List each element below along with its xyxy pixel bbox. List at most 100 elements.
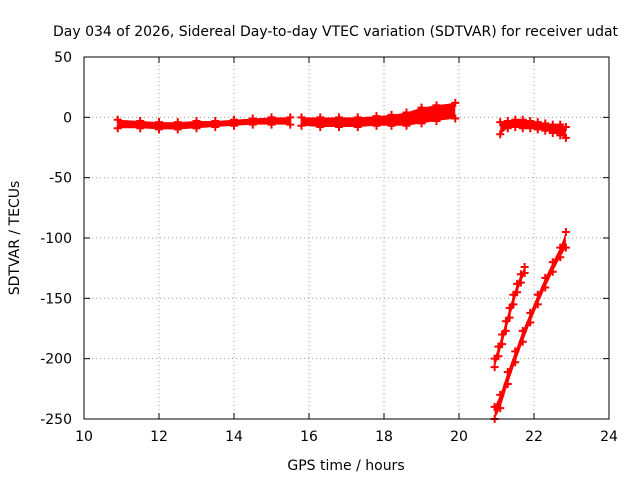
- data-point: [505, 313, 514, 322]
- data-point: [511, 122, 520, 131]
- data-point: [541, 119, 550, 128]
- data-point: [417, 119, 426, 128]
- data-point: [548, 267, 557, 276]
- x-tick-labels: 10 12 14 16 18 20 22 24: [75, 429, 618, 445]
- data-point: [267, 120, 276, 129]
- data-point: [518, 124, 527, 133]
- data-point: [541, 273, 550, 282]
- data-point: [402, 108, 411, 117]
- data-point: [267, 113, 276, 122]
- data-point: [518, 337, 527, 346]
- data-point: [402, 121, 411, 130]
- data-point: [556, 253, 565, 262]
- data-point: [248, 120, 257, 129]
- data-point: [496, 118, 505, 127]
- data-point: [192, 124, 201, 133]
- data-point: [316, 122, 325, 131]
- data-point: [335, 122, 343, 131]
- plot-frame: [83, 56, 610, 420]
- data-point: [297, 113, 306, 122]
- y-tick-labels: 50 0 -50 -100 -150 -200 -250: [40, 50, 72, 428]
- data-point: [548, 120, 557, 129]
- data-point: [526, 124, 535, 133]
- data-band: [117, 117, 291, 130]
- data-point: [561, 243, 570, 252]
- data-point: [490, 402, 499, 411]
- data-point: [556, 131, 565, 140]
- data-point: [518, 115, 527, 124]
- data-point: [541, 283, 550, 292]
- data-point: [496, 404, 505, 413]
- data-point: [432, 101, 441, 110]
- data-point: [556, 120, 565, 129]
- data-point: [513, 279, 522, 288]
- series-segment-1: [113, 113, 295, 134]
- x-tick-label: 14: [225, 429, 243, 445]
- x-axis-label: GPS time / hours: [287, 458, 404, 474]
- data-point: [286, 120, 295, 129]
- y-tick-label: 0: [63, 110, 72, 126]
- data-point: [513, 288, 522, 297]
- data-point: [192, 116, 201, 125]
- data-point: [173, 118, 182, 127]
- data-point: [516, 278, 525, 287]
- data-point: [533, 300, 542, 309]
- data-point: [155, 118, 163, 127]
- series-segment-4: [490, 262, 529, 372]
- chart-title: Day 034 of 2026, Sidereal Day-to-day VTE…: [53, 24, 619, 40]
- data-point: [526, 308, 535, 317]
- data-point: [561, 122, 570, 131]
- y-tick-label: -100: [40, 231, 72, 247]
- x-tick-label: 16: [300, 429, 318, 445]
- y-tick-label: -50: [49, 171, 72, 187]
- data-point: [548, 129, 557, 138]
- data-point: [496, 390, 505, 399]
- data-point: [173, 125, 182, 134]
- data-point: [548, 258, 557, 267]
- data-point: [387, 121, 396, 130]
- data-point: [511, 115, 520, 124]
- data-point: [533, 118, 542, 127]
- x-tick-label: 22: [525, 429, 543, 445]
- data-point: [501, 326, 510, 335]
- data-point: [503, 124, 512, 133]
- data-point: [511, 358, 520, 367]
- x-tick-label: 12: [150, 429, 168, 445]
- data-point: [494, 352, 503, 361]
- data-point: [518, 326, 527, 335]
- series-segment-2: [297, 98, 460, 131]
- data-point: [526, 318, 535, 327]
- data-point: [498, 340, 507, 349]
- x-tick-label: 20: [450, 429, 468, 445]
- data-point: [211, 122, 220, 131]
- y-tick-label: 50: [54, 50, 72, 66]
- data-point: [561, 227, 570, 236]
- series-segment-3: [496, 115, 570, 142]
- data-point: [387, 110, 396, 119]
- data-point: [372, 112, 381, 121]
- data-point: [451, 98, 460, 107]
- data-point: [353, 122, 362, 131]
- data-point: [155, 125, 163, 134]
- data-point: [113, 124, 122, 133]
- data-point: [516, 270, 525, 279]
- y-tick-label: -150: [40, 291, 72, 307]
- data-point: [509, 300, 518, 309]
- data-point: [286, 113, 295, 122]
- x-tick-label: 10: [75, 429, 93, 445]
- data-point: [490, 363, 499, 372]
- data-point: [335, 113, 343, 122]
- data-point: [297, 121, 306, 130]
- data-point: [503, 116, 512, 125]
- data-point: [417, 103, 426, 112]
- data-point: [230, 121, 238, 130]
- data-point: [496, 130, 505, 139]
- data-point: [113, 115, 122, 124]
- y-axis-label: SDTVAR / TECUs: [7, 181, 23, 296]
- data-point: [503, 367, 512, 376]
- series-segment-5: [490, 227, 570, 423]
- data-point: [451, 114, 460, 123]
- data-point: [353, 113, 362, 122]
- data-point: [136, 124, 145, 133]
